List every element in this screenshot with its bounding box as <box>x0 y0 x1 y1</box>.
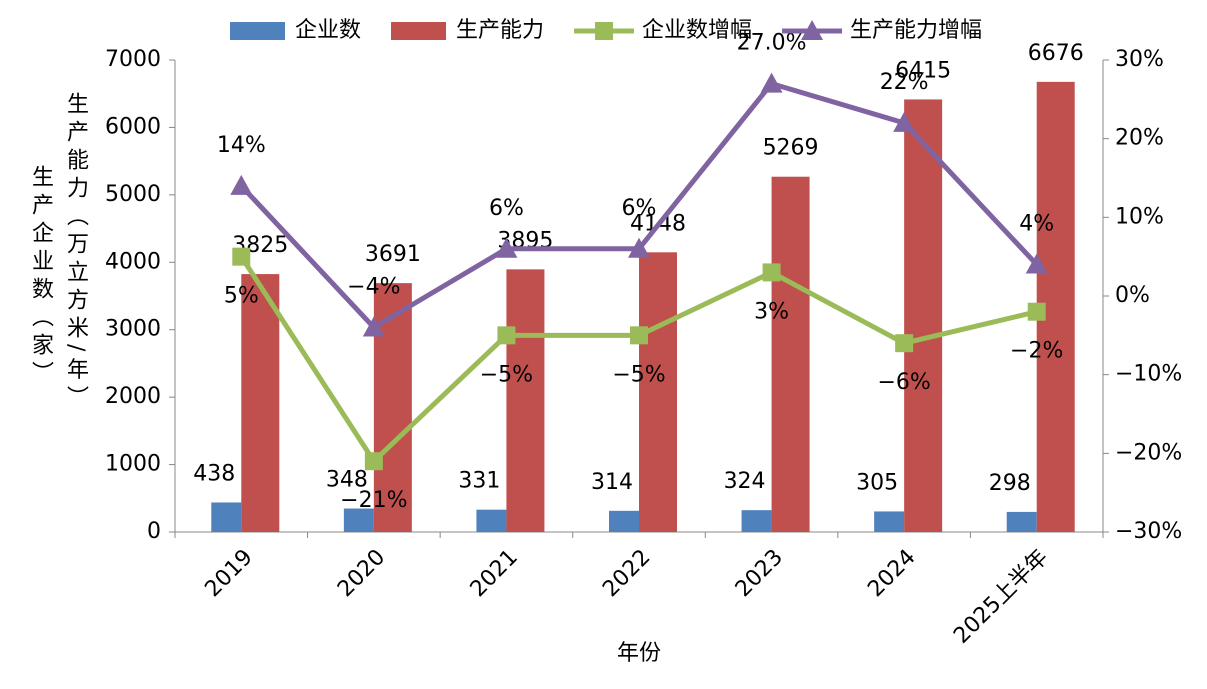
x-axis-title: 年份 <box>617 641 661 666</box>
marker <box>760 72 783 93</box>
bar <box>506 269 545 532</box>
line-value-label: −6% <box>877 370 930 395</box>
bar <box>476 509 507 532</box>
legend-label: 生产能力增幅 <box>850 18 982 43</box>
line-value-label: 4% <box>1019 212 1054 237</box>
y-tick-label: 7000 <box>105 47 161 72</box>
legend-swatch <box>391 22 447 40</box>
y2-tick-label: −10% <box>1115 362 1182 387</box>
line-value-label: 22% <box>880 70 929 95</box>
bar <box>211 502 242 532</box>
marker <box>893 111 916 132</box>
x-tick-label: 2024 <box>863 545 920 602</box>
y-tick-label: 3000 <box>105 317 161 342</box>
marker <box>362 316 385 337</box>
bar-value-label: 6415 <box>895 58 951 83</box>
bar-value-label: 438 <box>193 461 235 486</box>
marker <box>628 237 650 258</box>
marker <box>630 326 648 345</box>
x-tick-label: 2021 <box>466 545 523 602</box>
bar-value-label: 3691 <box>365 242 421 267</box>
line-value-label: 6% <box>489 196 524 221</box>
bar <box>771 176 810 532</box>
bar <box>639 252 677 533</box>
bar-value-label: 331 <box>458 469 500 494</box>
x-tick-label: 2023 <box>731 545 788 602</box>
bar-value-label: 5269 <box>763 136 819 161</box>
y2-tick-label: 0% <box>1115 283 1150 308</box>
legend-marker <box>595 22 614 40</box>
bar <box>904 99 943 533</box>
marker <box>762 263 781 282</box>
bar <box>609 510 639 532</box>
line-value-label: −5% <box>480 362 533 387</box>
line-value-label: −2% <box>1010 339 1063 364</box>
bar <box>874 511 905 532</box>
bar <box>343 508 374 532</box>
bar-value-label: 298 <box>989 471 1031 496</box>
y-tick-label: 0 <box>147 519 161 544</box>
marker <box>232 247 251 266</box>
legend-marker <box>801 20 824 40</box>
marker <box>1027 302 1046 321</box>
y2-tick-label: −20% <box>1115 440 1182 465</box>
legend-label: 企业数 <box>295 18 361 43</box>
bar-value-label: 324 <box>724 469 766 494</box>
y2-tick-label: 10% <box>1115 204 1164 229</box>
bar <box>741 510 772 532</box>
x-tick-label: 2022 <box>598 545 655 602</box>
x-tick-label: 2025上半年 <box>949 545 1053 649</box>
marker <box>364 452 383 471</box>
y-axis-title-2: 生产能力（万立方米/年） <box>63 92 89 413</box>
x-tick-label: 2020 <box>333 545 390 602</box>
line-value-label: 3% <box>754 299 789 324</box>
bar-value-label: 314 <box>591 470 633 495</box>
legend-label: 生产能力 <box>456 18 544 43</box>
line-value-label: −4% <box>347 274 400 299</box>
line-value-label: 6% <box>622 196 657 221</box>
marker <box>495 237 518 258</box>
bar <box>241 274 280 532</box>
y2-tick-label: 20% <box>1115 126 1164 151</box>
y-tick-label: 6000 <box>105 114 161 139</box>
y2-tick-label: −30% <box>1115 519 1182 544</box>
bar-value-label: 348 <box>326 468 368 493</box>
marker <box>497 326 516 345</box>
bar-value-label: 6676 <box>1028 41 1084 66</box>
y-tick-label: 1000 <box>105 452 161 477</box>
line-value-label: 5% <box>224 284 259 309</box>
legend-swatch <box>230 22 285 40</box>
line-value-label: 27.0% <box>737 31 807 56</box>
y2-tick-label: 30% <box>1115 47 1164 72</box>
legend-label: 企业数增幅 <box>642 18 752 43</box>
line-value-label: −5% <box>612 362 665 387</box>
marker <box>230 174 253 195</box>
y-tick-label: 2000 <box>105 384 161 409</box>
bar <box>1006 511 1037 532</box>
x-tick-label: 2019 <box>200 545 257 602</box>
y-axis-title: 生产企业数（家） <box>28 165 54 389</box>
marker <box>895 334 914 353</box>
bar-value-label: 305 <box>856 470 898 495</box>
line-value-label: −21% <box>340 488 407 513</box>
line-value-label: 14% <box>217 133 266 158</box>
y-tick-label: 5000 <box>105 182 161 207</box>
marker <box>1025 253 1048 274</box>
y-tick-label: 4000 <box>105 249 161 274</box>
